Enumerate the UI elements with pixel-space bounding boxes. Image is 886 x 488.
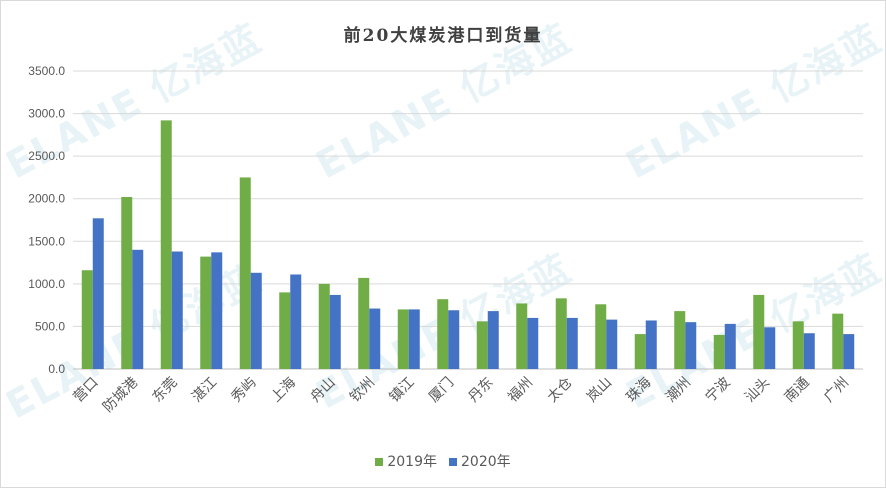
bar-2019年-福州 bbox=[516, 303, 528, 369]
bar-2019年-南通 bbox=[792, 321, 804, 369]
bar-2019年-潮州 bbox=[674, 311, 686, 369]
bar-2020年-潮州 bbox=[685, 322, 697, 369]
x-tick-label: 东莞 bbox=[149, 375, 180, 406]
bars bbox=[81, 120, 855, 369]
bar-2019年-珠海 bbox=[634, 334, 646, 369]
x-tick-label: 舟山 bbox=[307, 375, 338, 406]
bar-2019年-舟山 bbox=[318, 283, 330, 369]
bar-2019年-上海 bbox=[279, 292, 291, 369]
bar-2019年-汕头 bbox=[753, 294, 765, 369]
y-tick-label: 2500.0 bbox=[28, 149, 65, 163]
bar-2019年-丹东 bbox=[476, 321, 488, 369]
bar-2020年-上海 bbox=[290, 274, 302, 369]
bar-2019年-厦门 bbox=[437, 299, 449, 369]
legend-swatch bbox=[449, 458, 457, 466]
bar-2020年-防城港 bbox=[132, 249, 144, 369]
y-tick-label: 3500.0 bbox=[28, 64, 65, 78]
bar-2020年-汕头 bbox=[764, 327, 776, 369]
x-tick-label: 汕头 bbox=[742, 375, 773, 406]
chart-title: 前20大煤炭港口到货量 bbox=[343, 26, 543, 46]
bar-2019年-宁波 bbox=[713, 334, 725, 369]
bar-2019年-太仓 bbox=[555, 298, 567, 369]
bar-2020年-东莞 bbox=[171, 251, 183, 369]
y-tick-label: 0.0 bbox=[48, 362, 65, 376]
bar-2020年-南通 bbox=[803, 333, 815, 369]
legend-label: 2020年 bbox=[461, 454, 511, 470]
x-tick-label: 秀屿 bbox=[228, 375, 259, 406]
x-tick-label: 潮州 bbox=[663, 375, 694, 406]
bar-2019年-防城港 bbox=[121, 197, 133, 369]
bar-2020年-宁波 bbox=[724, 323, 736, 369]
x-tick-label: 丹东 bbox=[465, 375, 496, 406]
x-tick-label: 厦门 bbox=[426, 375, 457, 406]
bar-2020年-太仓 bbox=[566, 317, 578, 369]
bar-2020年-秀屿 bbox=[250, 272, 262, 369]
legend-item: 2019年 bbox=[375, 451, 437, 471]
x-tick-label: 南通 bbox=[781, 375, 812, 406]
y-tick-label: 500.0 bbox=[35, 319, 65, 333]
legend-item: 2020年 bbox=[449, 451, 511, 471]
x-tick-label: 广州 bbox=[821, 375, 852, 406]
bar-2020年-广州 bbox=[843, 334, 855, 369]
y-tick-label: 1000.0 bbox=[28, 277, 65, 291]
bar-2019年-东莞 bbox=[160, 120, 172, 369]
x-tick-label: 防城港 bbox=[100, 375, 141, 416]
bar-2020年-镇江 bbox=[408, 309, 420, 369]
bar-2019年-钦州 bbox=[358, 277, 370, 369]
x-tick-label: 太仓 bbox=[544, 375, 575, 406]
bar-2019年-营口 bbox=[81, 270, 93, 369]
y-tick-label: 3000.0 bbox=[28, 107, 65, 121]
x-tick-label: 珠海 bbox=[623, 375, 654, 406]
y-tick-label: 1500.0 bbox=[28, 234, 65, 248]
y-tick-label: 2000.0 bbox=[28, 192, 65, 206]
x-tick-label: 营口 bbox=[70, 375, 101, 406]
bar-2020年-营口 bbox=[92, 218, 104, 369]
bar-2020年-钦州 bbox=[369, 308, 381, 369]
y-axis: 0.0 500.0 1000.0 1500.0 2000.0 2500.0 3000.0 35… bbox=[28, 64, 65, 376]
x-axis: 营口防城港 东莞 湛江 秀屿 上海 舟山 钦州 镇江 厦门 丹东 福州 太仓 岚山 珠海 潮州 宁波 汕头 南通广… bbox=[70, 374, 852, 416]
x-tick-label: 钦州 bbox=[347, 375, 378, 406]
x-tick-label: 镇江 bbox=[386, 375, 417, 406]
bar-2019年-岚山 bbox=[595, 304, 607, 369]
bar-2020年-珠海 bbox=[645, 320, 657, 369]
bar-2019年-广州 bbox=[832, 313, 844, 369]
bar-2019年-镇江 bbox=[397, 309, 409, 369]
legend-swatch bbox=[375, 458, 384, 466]
legend: 2019年 2020年 bbox=[1, 451, 885, 471]
bar-2020年-丹东 bbox=[487, 311, 499, 369]
bar-2020年-福州 bbox=[527, 317, 539, 369]
x-tick-label: 上海 bbox=[268, 375, 299, 406]
bar-2020年-舟山 bbox=[329, 294, 341, 369]
bar-2020年-厦门 bbox=[448, 310, 460, 369]
bar-2019年-秀屿 bbox=[239, 177, 251, 369]
bar-2019年-湛江 bbox=[200, 256, 212, 369]
x-tick-label: 岚山 bbox=[584, 375, 615, 406]
legend-label: 2019年 bbox=[387, 454, 437, 470]
bar-2020年-岚山 bbox=[606, 319, 618, 369]
x-tick-label: 福州 bbox=[505, 375, 536, 406]
x-tick-label: 宁波 bbox=[702, 374, 734, 406]
grid bbox=[73, 70, 863, 370]
bar-2020年-湛江 bbox=[211, 252, 223, 369]
x-tick-label: 湛江 bbox=[189, 375, 220, 406]
